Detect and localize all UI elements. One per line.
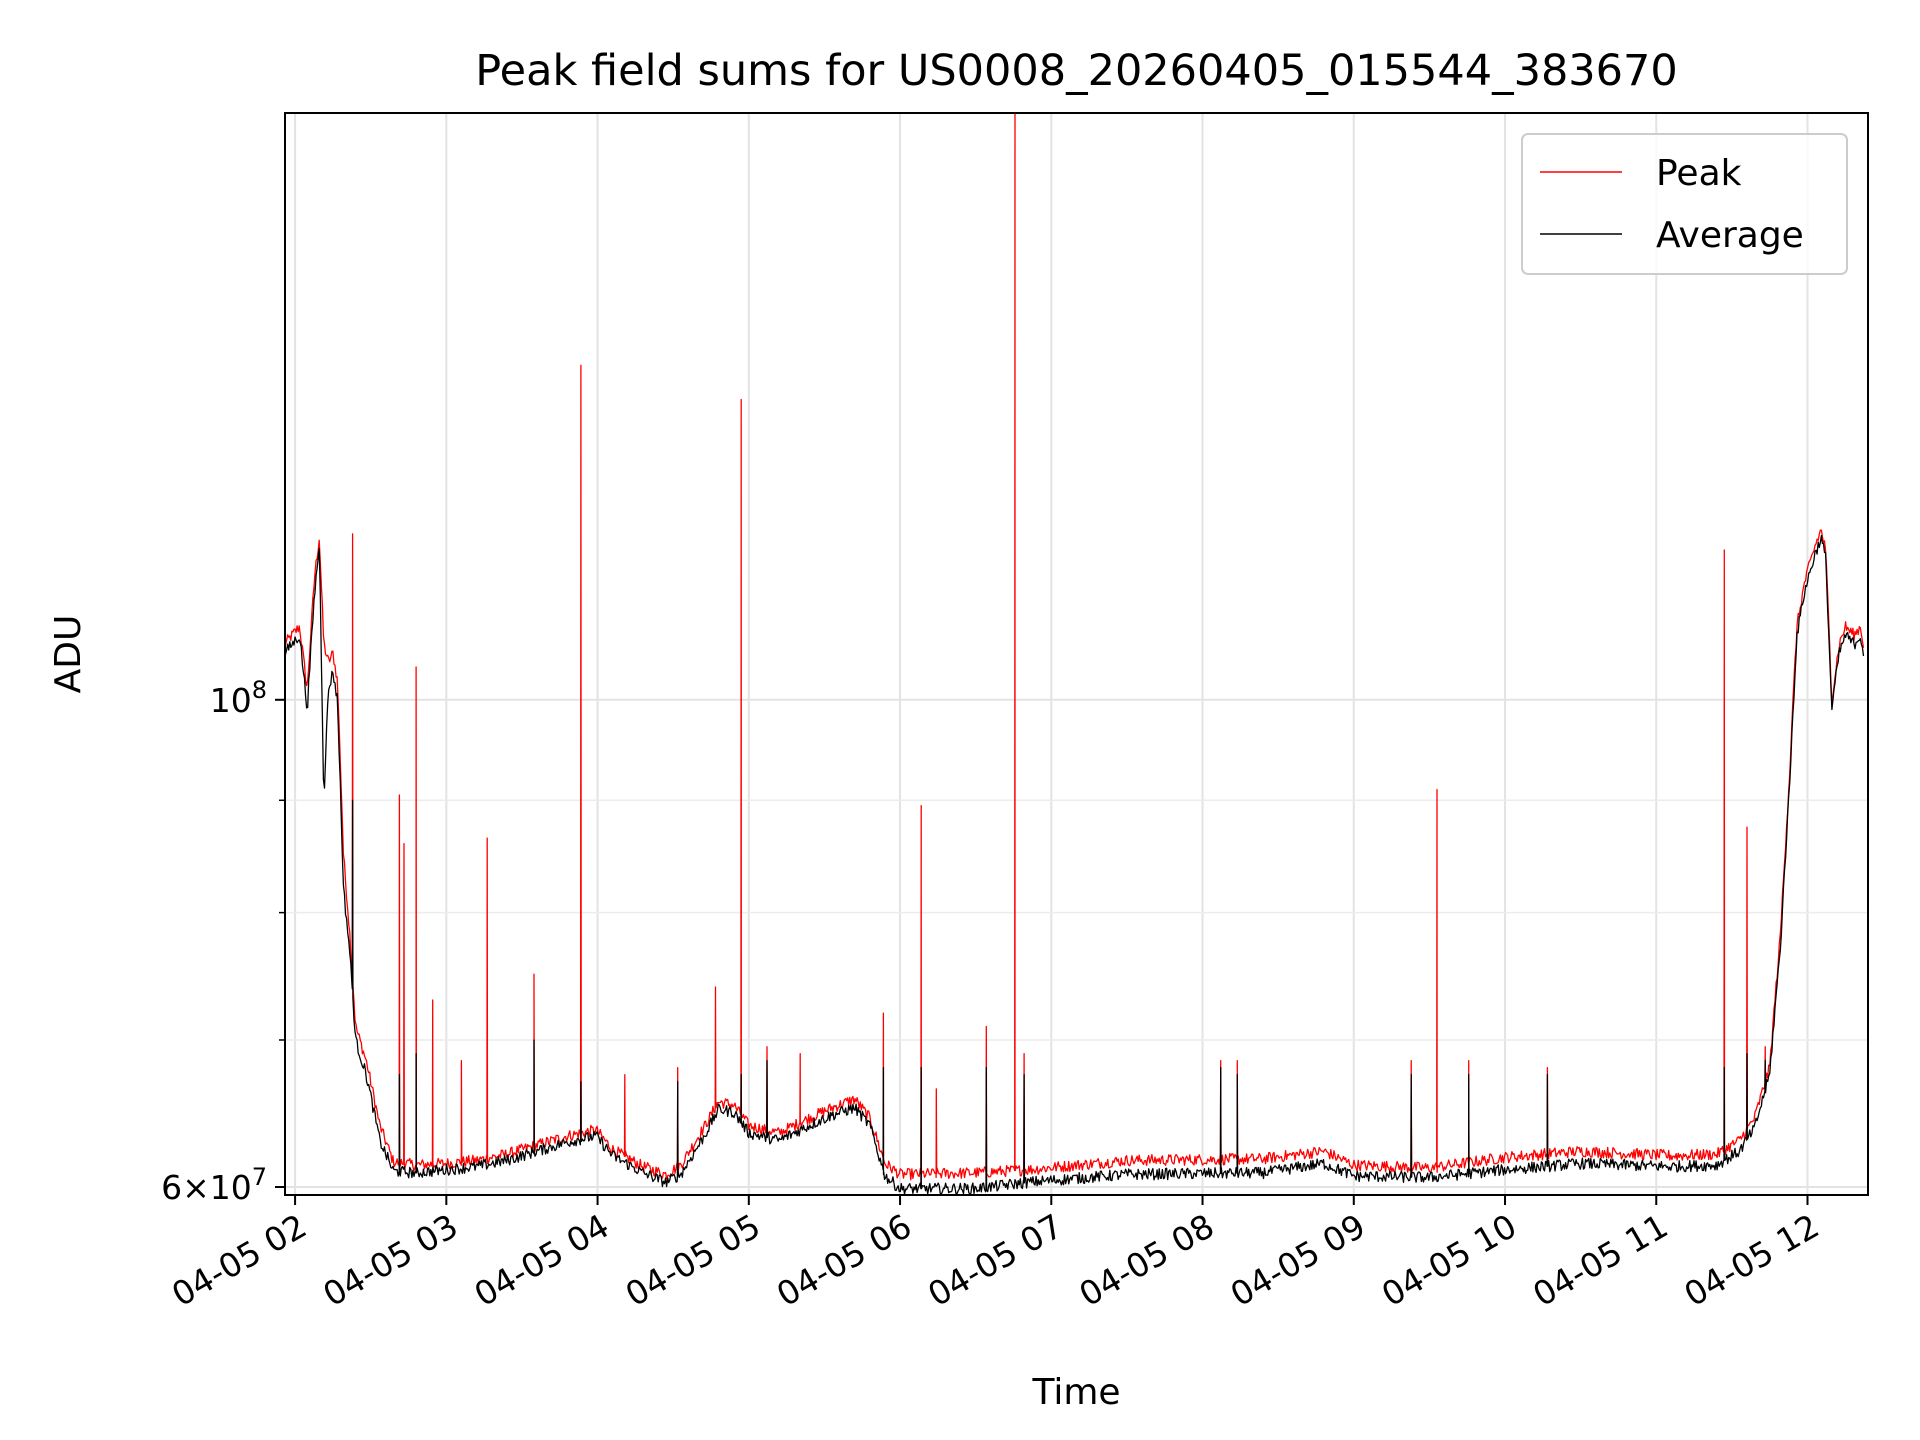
legend-box bbox=[1521, 133, 1848, 275]
legend: Peak Average bbox=[1521, 133, 1848, 275]
legend-label-average: Average bbox=[1656, 215, 1804, 256]
y-axis-title: ADU bbox=[48, 615, 89, 694]
plot-area-frame bbox=[284, 112, 1869, 1196]
series-line-peak bbox=[285, 113, 1865, 1181]
grid bbox=[285, 113, 1868, 1195]
chart-title: Peak field sums for US0008_20260405_0155… bbox=[475, 46, 1678, 96]
y-tick-label: 6×107 bbox=[161, 1163, 267, 1207]
x-axis-title: Time bbox=[1031, 1372, 1120, 1413]
y-tick-label: 108 bbox=[210, 676, 267, 720]
series-layer bbox=[285, 113, 1865, 1195]
legend-label-peak: Peak bbox=[1656, 153, 1742, 194]
series-line-average bbox=[285, 534, 1865, 1195]
